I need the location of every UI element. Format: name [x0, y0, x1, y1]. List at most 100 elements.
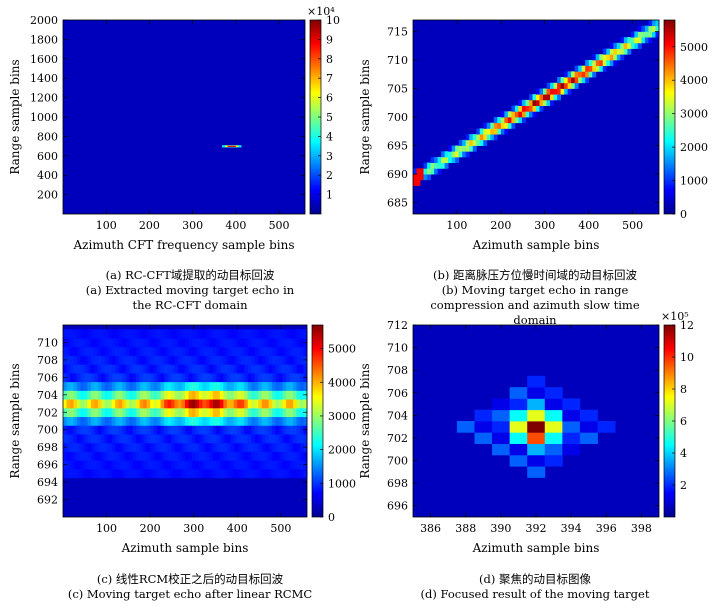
echo-cell [191, 373, 196, 383]
echo-cell [223, 338, 228, 348]
echo-cell [247, 442, 252, 452]
echo-cell [233, 329, 238, 339]
echo-cell [528, 99, 533, 106]
echo-cell [275, 442, 280, 452]
echo-cell [251, 355, 256, 365]
echo-cell [275, 469, 280, 479]
echo-cell [174, 425, 179, 435]
echo-cell [122, 390, 127, 400]
colorbar-tick-label: 2000 [328, 444, 356, 457]
echo-cell [233, 338, 238, 348]
echo-cell [87, 329, 92, 339]
echo-cell [178, 442, 182, 452]
echo-cell [427, 174, 431, 181]
y-tick-label: 1600 [30, 53, 58, 66]
echo-cell [150, 434, 155, 444]
echo-cell [164, 399, 168, 409]
echo-cell [94, 390, 99, 400]
echo-cell [66, 373, 71, 383]
echo-cell [83, 460, 88, 470]
colorbar-b [663, 19, 676, 215]
echo-cell [153, 434, 158, 444]
echo-cell [83, 425, 88, 435]
echo-cell [293, 346, 297, 356]
echo-cell [181, 338, 186, 348]
echo-cell [296, 329, 301, 339]
echo-cell [458, 145, 463, 152]
echo-cell [500, 122, 505, 129]
echo-cell [69, 407, 74, 418]
echo-cell [94, 329, 99, 339]
echo-cell [164, 407, 168, 418]
echo-cell [122, 329, 127, 339]
echo-cell [233, 469, 238, 479]
echo-cell [564, 71, 569, 78]
echo-cell [303, 469, 308, 479]
echo-cell [111, 460, 116, 470]
echo-cell [191, 355, 196, 365]
echo-cell [209, 373, 214, 383]
echo-cell [272, 346, 277, 356]
focus-cell [527, 375, 546, 388]
echo-cell [416, 179, 421, 186]
echo-cell [258, 346, 263, 356]
echo-cell [296, 346, 301, 356]
echo-cell [216, 416, 221, 426]
echo-cell [181, 442, 186, 452]
echo-cell [209, 425, 214, 435]
echo-cell [226, 451, 231, 461]
echo-cell [261, 338, 266, 348]
echo-cell [423, 162, 428, 169]
echo-cell [118, 338, 123, 348]
echo-cell [167, 355, 172, 365]
echo-cell [521, 111, 526, 118]
echo-cell [240, 381, 245, 391]
echo-cell [115, 460, 120, 470]
echo-cell [115, 338, 120, 348]
echo-cell [514, 111, 519, 118]
echo-cell [146, 442, 151, 452]
echo-cell [289, 442, 294, 452]
echo-cell [536, 88, 540, 95]
echo-cell [101, 434, 106, 444]
echo-cell [557, 88, 561, 95]
echo-cell [66, 416, 71, 426]
echo-cell [251, 425, 256, 435]
echo-cell [139, 451, 144, 461]
echo-cell [233, 416, 238, 426]
echo-cell [430, 156, 435, 164]
echo-cell [434, 168, 438, 175]
echo-cell [101, 399, 106, 409]
echo-cell [237, 425, 242, 435]
echo-cell [599, 65, 604, 72]
echo-cell [219, 434, 224, 444]
echo-cell [465, 151, 470, 158]
echo-cell [230, 416, 235, 426]
echo-cell [296, 373, 301, 383]
echo-cell [585, 71, 590, 78]
echo-cell [139, 407, 144, 418]
echo-cell [251, 364, 256, 374]
echo-cell [247, 425, 252, 435]
echo-cell [94, 346, 99, 356]
echo-cell [188, 373, 193, 383]
x-tick-label: 200 [140, 522, 161, 535]
echo-cell [146, 416, 151, 426]
echo-cell [441, 162, 446, 169]
echo-cell [146, 373, 151, 383]
echo-cell [451, 145, 456, 152]
focus-cell [509, 387, 528, 399]
echo-cell [539, 99, 544, 106]
focus-cell [474, 432, 493, 444]
echo-cell [178, 399, 182, 409]
echo-cell [108, 460, 113, 470]
echo-cell [293, 416, 297, 426]
x-axis-label: Azimuth CFT frequency sample bins [73, 238, 295, 252]
echo-cell [111, 381, 116, 391]
colorbar-tick-label: 2000 [680, 141, 708, 154]
y-tick-label: 695 [387, 140, 408, 153]
echo-cell [458, 151, 463, 158]
echo-cell [143, 407, 148, 418]
echo-cell [244, 416, 249, 426]
echo-cell [578, 77, 583, 84]
